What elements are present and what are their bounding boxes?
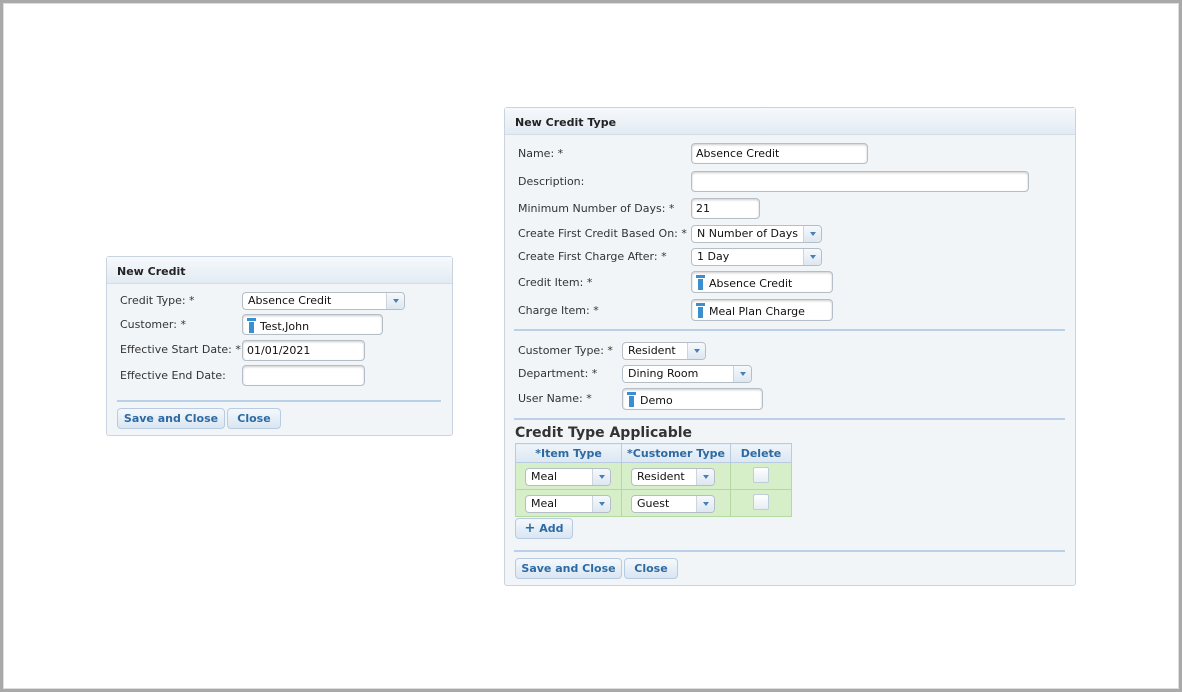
delete-checkbox[interactable] (753, 467, 769, 483)
chevron-down-icon (592, 469, 610, 485)
end-date-label: Effective End Date: (120, 369, 226, 382)
first-credit-value: N Number of Days (697, 227, 798, 240)
chevron-down-icon (696, 496, 714, 512)
divider (514, 418, 1065, 420)
column-delete: Delete (730, 443, 792, 463)
credit-item-lookup[interactable]: Absence Credit (691, 271, 833, 293)
dialog-title: New Credit (107, 257, 452, 284)
end-date-input[interactable] (242, 365, 365, 386)
user-name-lookup[interactable]: Demo (622, 388, 763, 410)
customer-value: Test,John (260, 320, 310, 333)
customer-type-select[interactable]: Resident (622, 342, 706, 360)
customer-type-value: Resident (628, 344, 676, 357)
chevron-down-icon (803, 226, 821, 242)
charge-item-label: Charge Item: * (518, 304, 599, 317)
customer-type-value: Guest (637, 497, 670, 510)
table-row: Meal Resident (515, 462, 792, 490)
applicable-table: *Item Type *Customer Type Delete Meal Re… (515, 443, 792, 517)
credit-type-select[interactable]: Absence Credit (242, 292, 405, 310)
charge-item-lookup[interactable]: Meal Plan Charge (691, 299, 833, 321)
customer-type-select[interactable]: Guest (631, 495, 715, 513)
applicable-heading: Credit Type Applicable (515, 425, 693, 441)
chevron-down-icon (592, 496, 610, 512)
lookup-icon[interactable] (627, 392, 636, 407)
min-days-label: Minimum Number of Days: * (518, 202, 675, 215)
plus-icon: + (524, 521, 536, 536)
item-type-value: Meal (531, 497, 558, 510)
first-charge-label: Create First Charge After: * (518, 250, 667, 263)
item-type-select[interactable]: Meal (525, 468, 611, 486)
chevron-down-icon (386, 293, 404, 309)
start-date-input[interactable]: 01/01/2021 (242, 340, 365, 361)
first-credit-label: Create First Credit Based On: * (518, 227, 687, 240)
description-input[interactable] (691, 171, 1029, 192)
department-label: Department: * (518, 367, 598, 380)
column-item-type: *Item Type (515, 443, 622, 463)
customer-type-label: Customer Type: * (518, 344, 613, 357)
chevron-down-icon (687, 343, 705, 359)
department-value: Dining Room (628, 367, 699, 380)
first-charge-select[interactable]: 1 Day (691, 248, 822, 266)
department-select[interactable]: Dining Room (622, 365, 752, 383)
delete-checkbox[interactable] (753, 494, 769, 510)
customer-type-value: Resident (637, 470, 685, 483)
save-and-close-button[interactable]: Save and Close (117, 408, 225, 429)
user-name-label: User Name: * (518, 392, 592, 405)
credit-type-label: Credit Type: * (120, 294, 195, 307)
name-input[interactable]: Absence Credit (691, 143, 868, 164)
customer-lookup[interactable]: Test,John (242, 314, 383, 335)
name-label: Name: * (518, 147, 564, 160)
close-button[interactable]: Close (624, 558, 678, 579)
chevron-down-icon (803, 249, 821, 265)
item-type-value: Meal (531, 470, 558, 483)
dialog-title: New Credit Type (505, 108, 1075, 135)
first-charge-value: 1 Day (697, 250, 730, 263)
add-label: Add (539, 522, 564, 535)
divider (514, 550, 1065, 552)
add-row-button[interactable]: + Add (515, 518, 573, 539)
min-days-input[interactable]: 21 (691, 198, 760, 219)
item-type-select[interactable]: Meal (525, 495, 611, 513)
column-customer-type: *Customer Type (621, 443, 731, 463)
customer-type-select[interactable]: Resident (631, 468, 715, 486)
credit-item-value: Absence Credit (709, 277, 793, 290)
lookup-icon[interactable] (696, 303, 705, 318)
lookup-icon[interactable] (247, 318, 256, 333)
credit-type-value: Absence Credit (248, 294, 332, 307)
divider (514, 329, 1065, 331)
save-and-close-button[interactable]: Save and Close (515, 558, 622, 579)
description-label: Description: (518, 175, 585, 188)
divider (117, 400, 441, 402)
start-date-label: Effective Start Date: * (120, 343, 241, 356)
user-name-value: Demo (640, 394, 673, 407)
charge-item-value: Meal Plan Charge (709, 305, 805, 318)
chevron-down-icon (696, 469, 714, 485)
table-row: Meal Guest (515, 489, 792, 517)
table-header: *Item Type *Customer Type Delete (515, 443, 792, 463)
close-button[interactable]: Close (227, 408, 281, 429)
credit-item-label: Credit Item: * (518, 276, 593, 289)
lookup-icon[interactable] (696, 275, 705, 290)
customer-label: Customer: * (120, 318, 186, 331)
chevron-down-icon (733, 366, 751, 382)
first-credit-select[interactable]: N Number of Days (691, 225, 822, 243)
new-credit-dialog: New Credit (106, 256, 453, 436)
